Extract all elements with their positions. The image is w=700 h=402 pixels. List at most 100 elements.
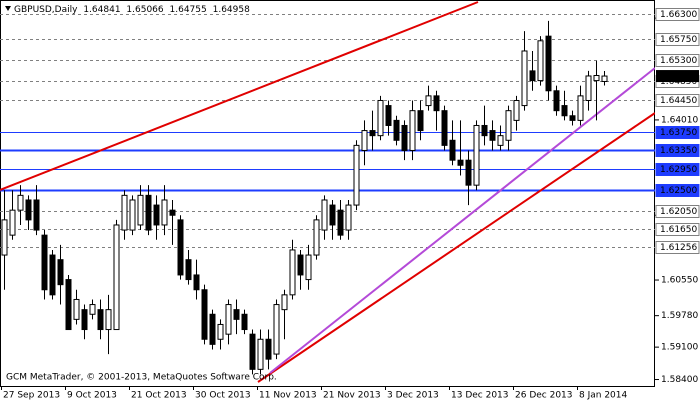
candle-body bbox=[521, 50, 528, 107]
candles bbox=[1, 20, 608, 375]
x-tick-label: 26 Dec 2013 bbox=[515, 391, 573, 401]
candle-body bbox=[457, 159, 464, 166]
candle-body bbox=[433, 95, 440, 112]
trendlines bbox=[0, 1, 655, 383]
x-tick-label: 21 Nov 2013 bbox=[323, 391, 381, 401]
candle-body bbox=[425, 95, 432, 107]
level-label-box bbox=[655, 144, 700, 157]
candle-body bbox=[233, 309, 240, 320]
candle-body bbox=[9, 209, 16, 236]
candle-body bbox=[361, 130, 368, 151]
level-label: 1.62050 bbox=[660, 207, 697, 217]
candle-body bbox=[561, 105, 568, 117]
y-tick-label: 1.59780 bbox=[661, 311, 698, 321]
candle-body bbox=[465, 159, 472, 186]
trendline bbox=[257, 112, 655, 383]
candle-body bbox=[169, 209, 176, 216]
candle-body bbox=[217, 323, 224, 340]
candle-body bbox=[185, 259, 192, 281]
candle-body bbox=[393, 119, 400, 141]
candle-body bbox=[89, 304, 96, 315]
level-label: 1.66300 bbox=[660, 10, 697, 20]
x-tick-label: 13 Dec 2013 bbox=[451, 391, 509, 401]
candle-body bbox=[193, 274, 200, 291]
level-label-box bbox=[655, 223, 700, 236]
x-tick-label: 21 Oct 2013 bbox=[131, 391, 187, 401]
y-tick-label: 1.64010 bbox=[661, 115, 698, 125]
candle-body bbox=[505, 110, 512, 141]
level-label-box bbox=[655, 33, 700, 46]
candle-body bbox=[97, 309, 104, 331]
candle-body bbox=[553, 90, 560, 112]
candle-body bbox=[113, 224, 120, 331]
candle-body bbox=[201, 289, 208, 340]
level-label-box bbox=[655, 94, 700, 107]
candle-body bbox=[57, 259, 64, 286]
level-label: 1.61650 bbox=[660, 225, 697, 235]
candle-body bbox=[401, 124, 408, 151]
candle-body bbox=[209, 313, 216, 345]
trendline bbox=[269, 67, 655, 374]
candle-body bbox=[497, 135, 504, 146]
x-tick-label: 3 Dec 2013 bbox=[387, 391, 439, 401]
candle-body bbox=[65, 279, 72, 331]
candle-body bbox=[81, 309, 88, 331]
candle-body bbox=[257, 338, 264, 370]
candle-body bbox=[593, 75, 600, 82]
candle-body bbox=[249, 333, 256, 370]
candle-body bbox=[377, 99, 384, 137]
candle-body bbox=[441, 110, 448, 146]
header-open: 1.64841 bbox=[83, 5, 120, 15]
candle-body bbox=[585, 75, 592, 101]
candle-body bbox=[449, 139, 456, 161]
level-label-box bbox=[655, 8, 700, 21]
candle-body bbox=[353, 144, 360, 206]
x-tick-label: 30 Oct 2013 bbox=[195, 391, 251, 401]
x-tick-label: 8 Jan 2014 bbox=[579, 391, 627, 401]
y-tick-label: 1.59100 bbox=[661, 343, 698, 353]
y-tick-label: 1.58400 bbox=[661, 375, 698, 385]
candle-body bbox=[481, 124, 488, 137]
candle-body bbox=[161, 199, 168, 226]
level-label-box bbox=[655, 54, 700, 67]
candle-body bbox=[137, 194, 144, 226]
candle-body bbox=[241, 313, 248, 331]
candle-body bbox=[17, 194, 24, 211]
candle-body bbox=[1, 219, 8, 256]
candle-body bbox=[337, 209, 344, 236]
symbol: GBPUSD,Daily bbox=[14, 5, 78, 15]
level-label-box bbox=[655, 126, 700, 139]
x-tick-label: 11 Nov 2013 bbox=[259, 391, 317, 401]
candle-body bbox=[473, 124, 480, 186]
candle-body bbox=[305, 254, 312, 281]
level-label: 1.65750 bbox=[660, 35, 697, 45]
x-tick-label: 27 Sep 2013 bbox=[3, 391, 60, 401]
candle-body bbox=[281, 294, 288, 311]
candle-body bbox=[145, 194, 152, 231]
header-close: 1.64958 bbox=[213, 5, 250, 15]
level-label: 1.63750 bbox=[660, 128, 697, 138]
candle-body bbox=[265, 338, 272, 360]
candle-body bbox=[577, 95, 584, 121]
candle-body bbox=[329, 204, 336, 226]
candle-body bbox=[321, 199, 328, 231]
candle-body bbox=[601, 75, 608, 82]
candle-body bbox=[297, 254, 304, 276]
y-tick-label: 1.60550 bbox=[661, 276, 698, 286]
header-icon bbox=[5, 6, 11, 11]
level-label-box bbox=[655, 241, 700, 254]
current-price-box bbox=[656, 70, 699, 83]
candle-body bbox=[313, 219, 320, 256]
chart-header: GBPUSD,Daily 1.64841 1.65066 1.64755 1.6… bbox=[14, 5, 250, 15]
candle-body bbox=[513, 99, 520, 121]
candle-body bbox=[529, 70, 536, 82]
candle-body bbox=[417, 110, 424, 132]
axis: 1.662101.640101.619501.605501.597801.591… bbox=[1, 8, 700, 401]
candle-body bbox=[273, 304, 280, 355]
candle-body bbox=[489, 130, 496, 141]
level-label-box bbox=[655, 205, 700, 218]
current-price-label: 1.64958 bbox=[660, 72, 697, 82]
candle-body bbox=[289, 249, 296, 296]
candle-body bbox=[41, 234, 48, 291]
